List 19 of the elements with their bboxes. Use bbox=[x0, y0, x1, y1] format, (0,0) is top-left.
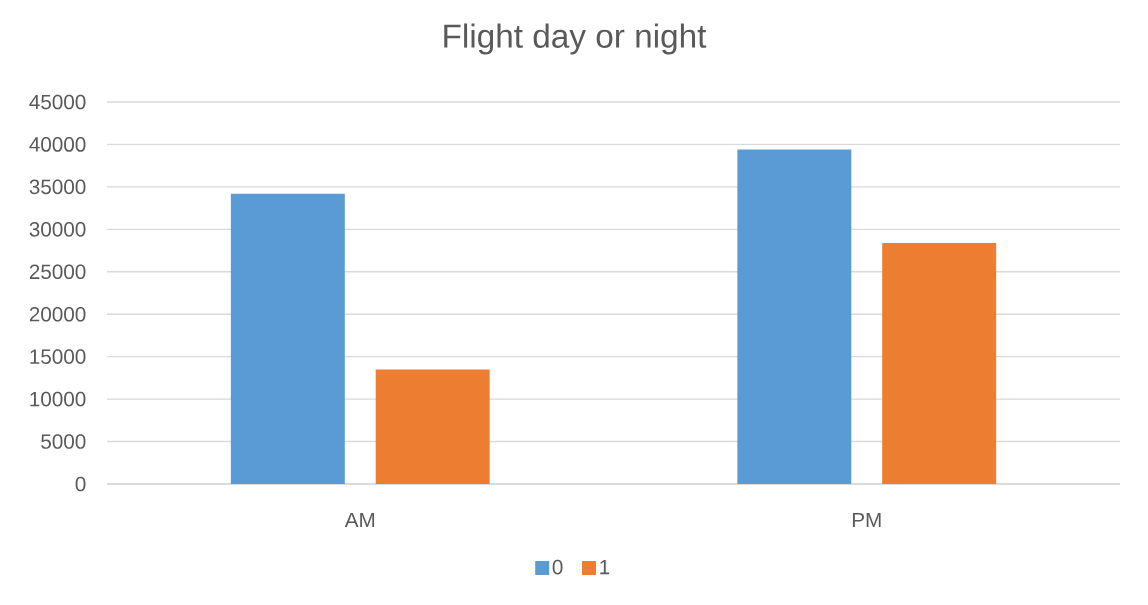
y-tick-label: 0 bbox=[75, 476, 86, 492]
x-tick-label: PM bbox=[852, 512, 881, 528]
y-tick-label: 5000 bbox=[41, 434, 86, 449]
bar bbox=[230, 193, 345, 484]
y-tick-label: 45000 bbox=[29, 94, 86, 110]
y-tick-label: 40000 bbox=[29, 137, 86, 152]
bar bbox=[737, 149, 852, 484]
y-tick-label: 30000 bbox=[29, 222, 86, 237]
x-tick-label: AM bbox=[344, 512, 375, 528]
chart-title: Flight day or night bbox=[444, 23, 707, 55]
y-tick-label: 20000 bbox=[29, 306, 86, 322]
y-tick-label: 15000 bbox=[30, 349, 86, 364]
bar bbox=[882, 242, 997, 484]
y-tick-label: 10000 bbox=[30, 391, 86, 407]
y-tick-label: 35000 bbox=[29, 179, 86, 195]
legend-label: 1 bbox=[600, 559, 610, 575]
bar bbox=[375, 369, 490, 484]
y-tick-label: 25000 bbox=[29, 264, 86, 280]
legend-label: 0 bbox=[552, 559, 563, 575]
